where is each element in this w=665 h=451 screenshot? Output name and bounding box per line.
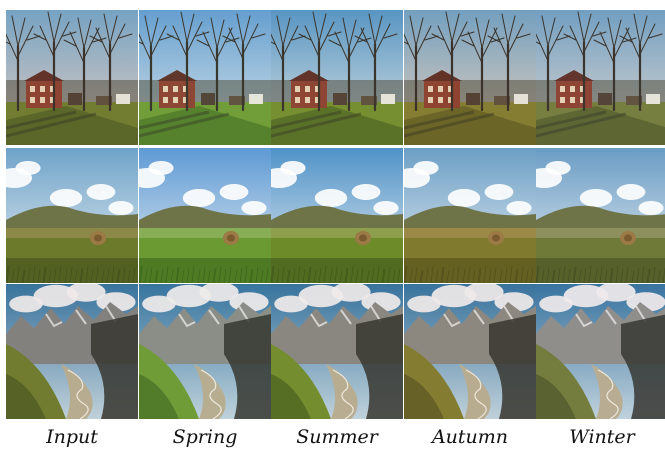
image-grassy-hill-with-hay-bale-summer (271, 148, 403, 283)
shadowed-cliff (356, 314, 403, 419)
image-alpine-mountain-valley-summer (271, 284, 403, 419)
bare-tree (461, 17, 505, 112)
shadowed-cliff (224, 314, 271, 419)
winding-road (200, 369, 222, 419)
bare-tree (166, 11, 210, 112)
shadowed-cliff (621, 314, 665, 419)
cloud (108, 201, 134, 215)
cloud (66, 284, 106, 302)
hill (139, 205, 271, 233)
bare-tree (431, 11, 475, 112)
bare-tree (593, 17, 637, 112)
cloud (464, 284, 504, 302)
brick-house (159, 80, 195, 108)
hill (404, 205, 536, 233)
cloud (86, 184, 116, 200)
bare-tree (563, 11, 607, 112)
cloud (241, 201, 267, 215)
bare-tree (222, 13, 266, 112)
winding-road (465, 369, 487, 419)
bare-tree (89, 13, 133, 112)
bare-tree (271, 15, 306, 112)
winding-road (597, 369, 619, 419)
image-grassy-hill-with-hay-bale-input (6, 148, 138, 283)
caption-winter: Winter (569, 426, 635, 448)
bare-tree (139, 15, 174, 112)
brick-house (556, 80, 592, 108)
brick-house (26, 80, 62, 108)
image-grassy-hill-with-hay-bale-autumn (404, 148, 536, 283)
image-alpine-mountain-valley-winter (536, 284, 665, 419)
cloud (49, 189, 83, 207)
cloud (199, 284, 239, 302)
brick-house (424, 80, 460, 108)
shadowed-cliff (91, 314, 138, 419)
caption-autumn: Autumn (431, 426, 509, 448)
cloud (148, 161, 174, 175)
bare-tree (354, 13, 398, 112)
bare-tree (619, 13, 663, 112)
image-house-with-bare-trees-summer (271, 10, 403, 145)
winding-road (332, 369, 354, 419)
bare-tree (404, 15, 439, 112)
bare-tree (63, 17, 107, 112)
cloud (351, 184, 381, 200)
image-house-with-bare-trees-autumn (404, 10, 536, 145)
bare-tree (487, 13, 531, 112)
cloud (407, 295, 441, 313)
bare-tree (298, 11, 342, 112)
image-house-with-bare-trees-winter (536, 10, 665, 145)
bare-tree (33, 11, 77, 112)
image-grassy-hill-with-hay-bale-spring (139, 148, 271, 283)
cloud (314, 189, 348, 207)
image-alpine-mountain-valley-input (6, 284, 138, 419)
cloud (638, 201, 664, 215)
cloud (280, 161, 306, 175)
cloud (331, 284, 371, 302)
caption-summer: Summer (296, 426, 378, 448)
bare-tree (328, 17, 372, 112)
winding-road (67, 369, 89, 419)
cloud (274, 295, 308, 313)
bare-tree (6, 15, 41, 112)
cloud (579, 189, 613, 207)
image-alpine-mountain-valley-spring (139, 284, 271, 419)
bare-tree (196, 17, 240, 112)
image-grassy-hill-with-hay-bale-winter (536, 148, 665, 283)
image-alpine-mountain-valley-autumn (404, 284, 536, 419)
cloud (15, 161, 41, 175)
cloud (219, 184, 249, 200)
cloud (142, 295, 176, 313)
hill (271, 205, 403, 233)
image-house-with-bare-trees-input (6, 10, 138, 145)
cloud (539, 295, 573, 313)
hill (6, 205, 138, 233)
hill (536, 205, 665, 233)
cloud (484, 184, 514, 200)
bare-tree (536, 15, 571, 112)
column-captions: Input Spring Summer Autumn Winter (0, 423, 665, 451)
cloud (447, 189, 481, 207)
cloud (413, 161, 439, 175)
cloud (182, 189, 216, 207)
cloud (506, 201, 532, 215)
cloud (9, 295, 43, 313)
shadowed-cliff (489, 314, 536, 419)
cloud (373, 201, 399, 215)
cloud (596, 284, 636, 302)
caption-spring: Spring (172, 426, 238, 448)
cloud (616, 184, 646, 200)
image-house-with-bare-trees-spring (139, 10, 271, 145)
caption-input: Input (46, 426, 98, 448)
cloud (545, 161, 571, 175)
brick-house (291, 80, 327, 108)
